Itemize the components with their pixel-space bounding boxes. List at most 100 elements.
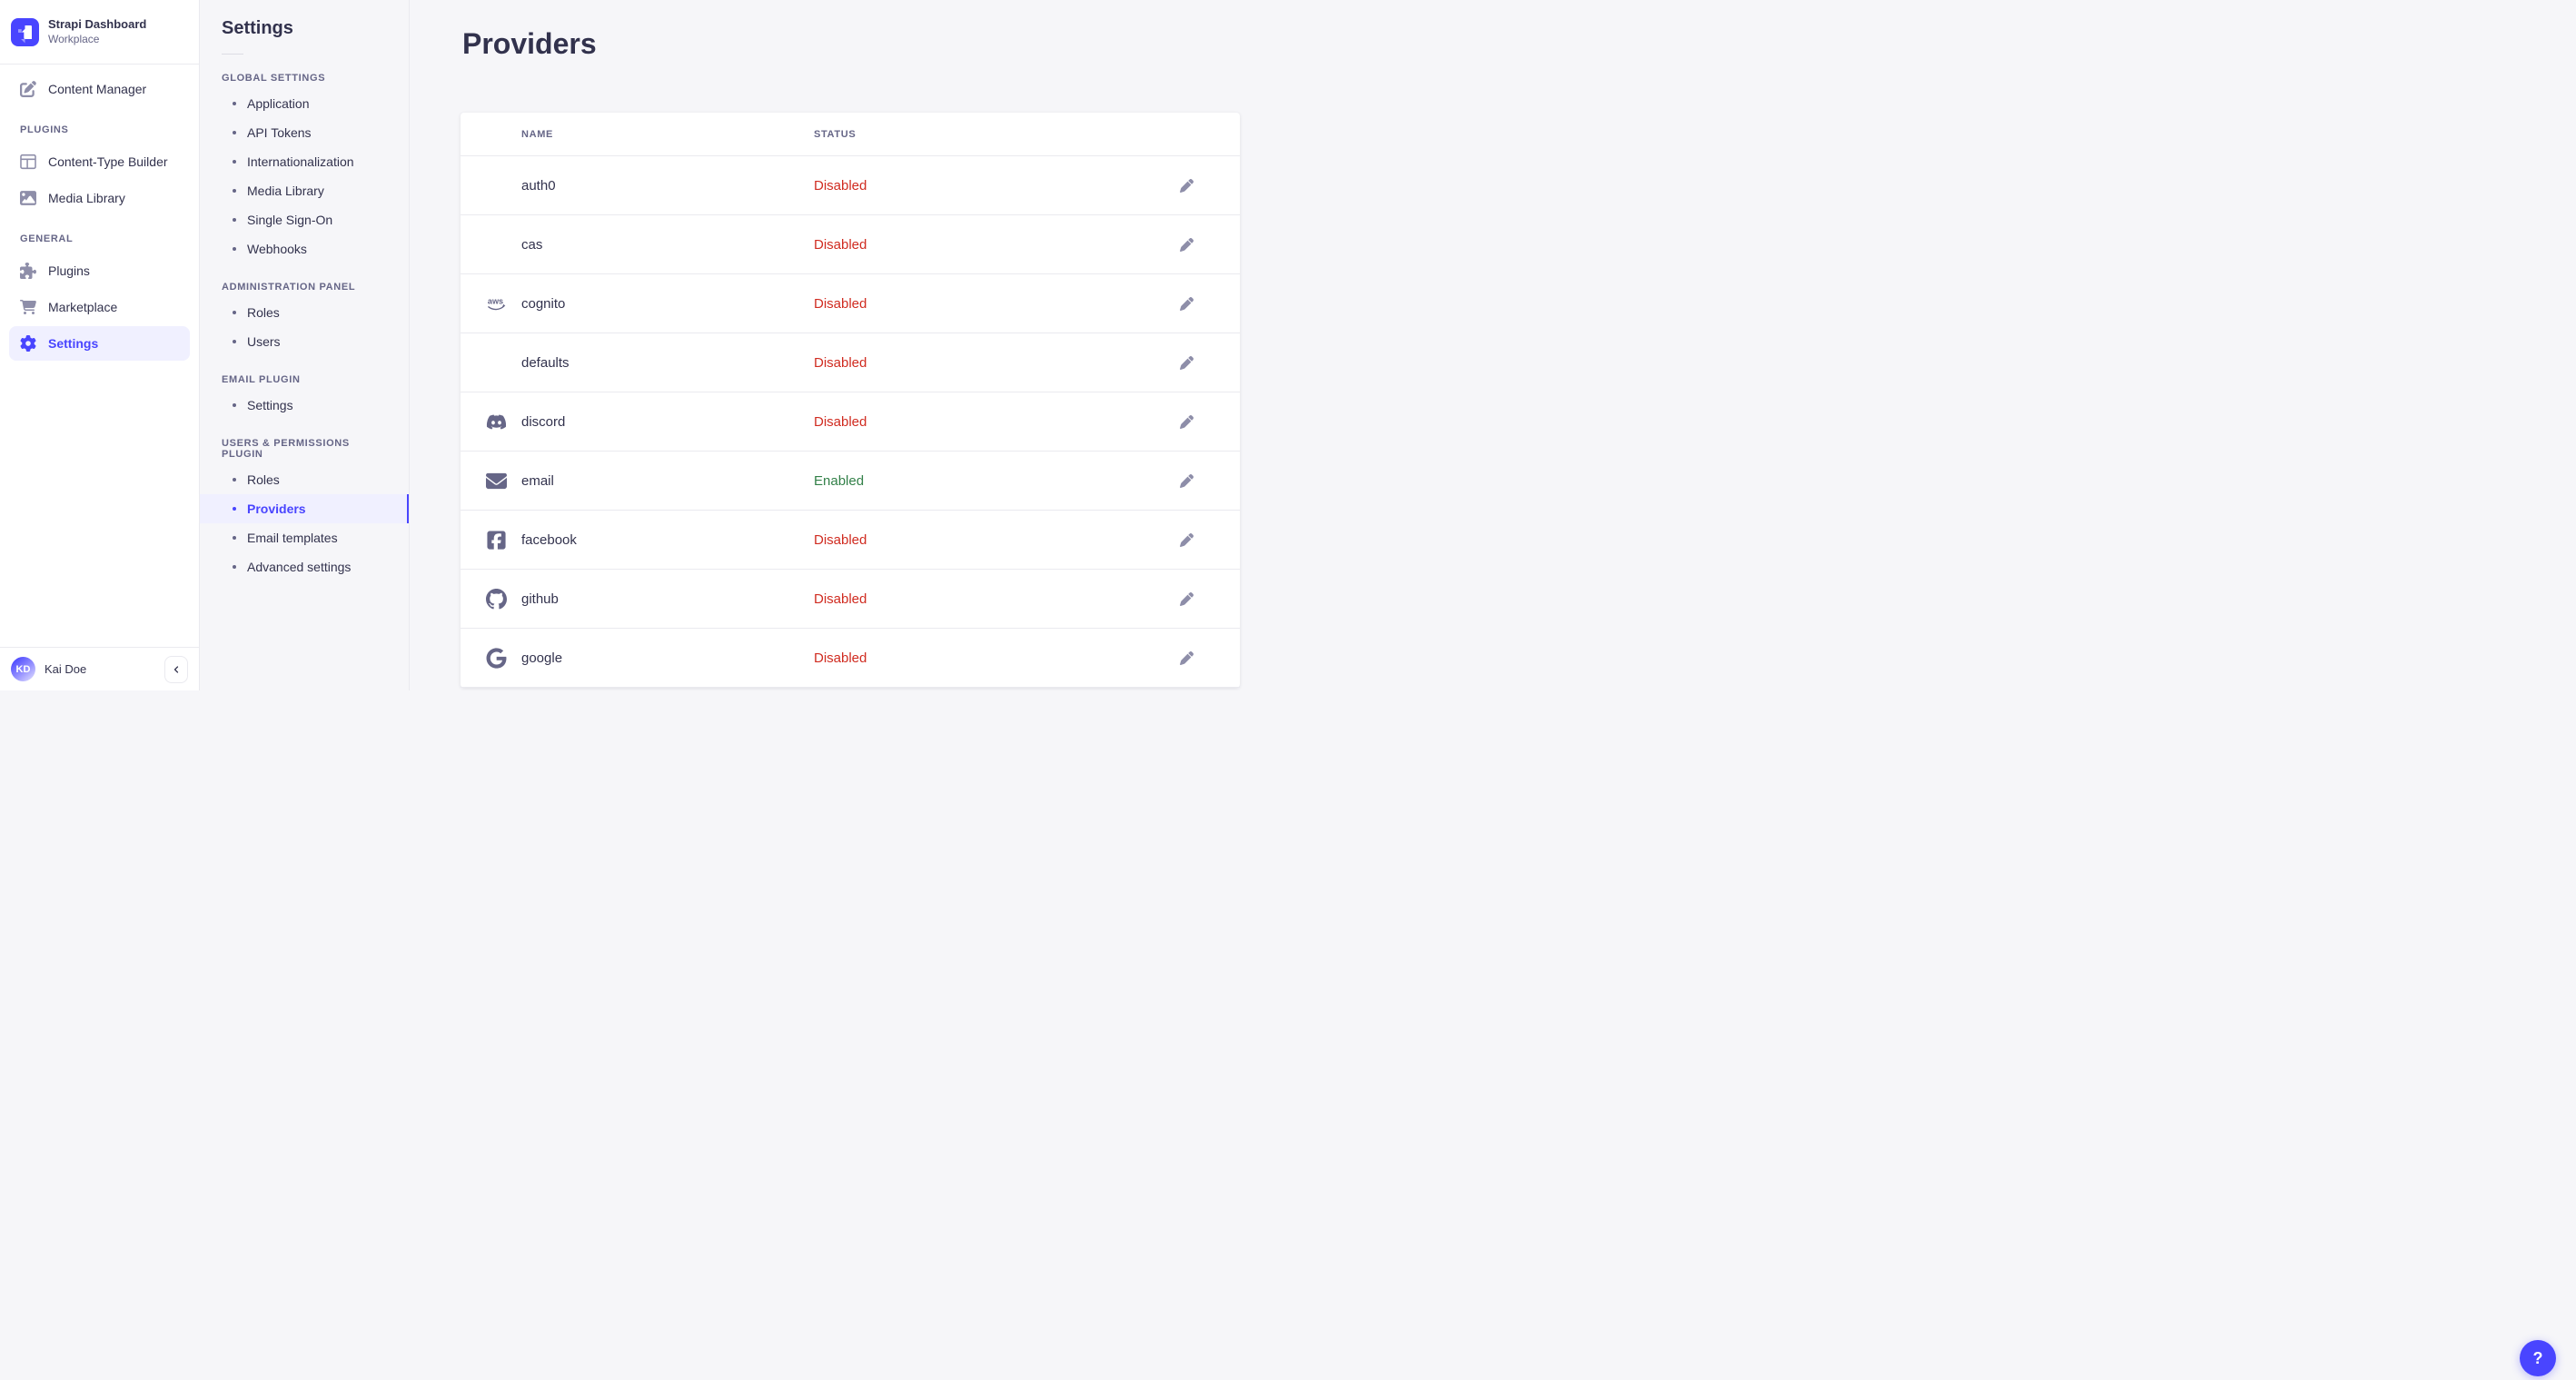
pencil-icon (1180, 415, 1194, 429)
bullet-icon (233, 218, 236, 222)
table-row[interactable]: email Enabled (461, 452, 1240, 511)
provider-name: cognito (521, 295, 566, 312)
subnav-section-email-plugin: EMAIL PLUGIN Settings (200, 363, 409, 420)
subnav-item-webhooks[interactable]: Webhooks (200, 234, 409, 263)
edit-provider-button[interactable] (1180, 297, 1194, 311)
help-button[interactable]: ? (2520, 1340, 2556, 1376)
subnav-section-administration-panel: ADMINISTRATION PANEL Roles Users (200, 271, 409, 356)
pencil-icon (1180, 297, 1194, 311)
sidebar-nav: Content Manager PLUGINS Content-Type Bui… (0, 65, 199, 647)
provider-status: Disabled (814, 295, 867, 312)
user-name[interactable]: Kai Doe (45, 662, 87, 676)
provider-icon-placeholder (486, 175, 507, 196)
cart-icon (20, 299, 36, 315)
provider-status: Disabled (814, 531, 867, 548)
sidebar-item-label: Plugins (48, 263, 90, 278)
sidebar-item-plugins[interactable]: Plugins (9, 253, 190, 288)
subnav-section-label: ADMINISTRATION PANEL (222, 282, 356, 293)
table-row[interactable]: google Disabled (461, 629, 1240, 688)
feather-pen-icon (20, 81, 36, 97)
image-icon (20, 190, 36, 206)
provider-status: Disabled (814, 354, 867, 371)
edit-provider-button[interactable] (1180, 415, 1194, 429)
github-icon (486, 589, 507, 610)
sidebar-item-marketplace[interactable]: Marketplace (9, 290, 190, 324)
provider-name: google (521, 650, 563, 666)
discord-icon (486, 412, 507, 432)
bullet-icon (233, 131, 236, 134)
subnav-item-label: Settings (247, 398, 293, 412)
column-header-status: STATUS (814, 128, 857, 140)
bullet-icon (233, 102, 236, 105)
sidebar-item-label: Content Manager (48, 82, 147, 96)
table-row[interactable]: cognito Disabled (461, 274, 1240, 333)
subnav-item-label: Providers (247, 501, 306, 516)
workspace-name: Workplace (48, 32, 100, 45)
subnav-item-up-roles[interactable]: Roles (200, 465, 409, 494)
subnav-item-label: Advanced settings (247, 560, 352, 574)
facebook-icon (486, 530, 507, 551)
collapse-sidebar-button[interactable] (164, 655, 188, 683)
pencil-icon (1180, 179, 1194, 193)
workspace-switcher[interactable]: Strapi Dashboard Workplace (0, 0, 199, 65)
subnav-item-label: Internationalization (247, 154, 354, 169)
table-row[interactable]: cas Disabled (461, 215, 1240, 274)
table-row[interactable]: auth0 Disabled (461, 156, 1240, 215)
sidebar-item-content-type-builder[interactable]: Content-Type Builder (9, 144, 190, 179)
provider-status: Disabled (814, 236, 867, 253)
subnav-item-media-library[interactable]: Media Library (200, 176, 409, 205)
bullet-icon (233, 507, 236, 511)
sidebar-item-media-library[interactable]: Media Library (9, 181, 190, 215)
subnav-item-api-tokens[interactable]: API Tokens (200, 118, 409, 147)
providers-table: NAME STATUS auth0 Disabled cas Disabled … (461, 113, 1240, 688)
bullet-icon (233, 247, 236, 251)
subnav-item-label: Roles (247, 305, 280, 320)
subnav-item-single-sign-on[interactable]: Single Sign-On (200, 205, 409, 234)
subnav-section-global-settings: GLOBAL SETTINGS Application API Tokens I… (200, 62, 409, 263)
subnav-item-label: Single Sign-On (247, 213, 333, 227)
pencil-icon (1180, 356, 1194, 370)
settings-subnav: Settings GLOBAL SETTINGS Application API… (200, 0, 410, 690)
subnav-section-label: EMAIL PLUGIN (222, 374, 301, 385)
subnav-item-providers[interactable]: Providers (200, 494, 409, 523)
table-row[interactable]: defaults Disabled (461, 333, 1240, 392)
edit-provider-button[interactable] (1180, 533, 1194, 547)
edit-provider-button[interactable] (1180, 651, 1194, 665)
edit-provider-button[interactable] (1180, 592, 1194, 606)
subnav-item-email-settings[interactable]: Settings (200, 391, 409, 420)
subnav-item-application[interactable]: Application (200, 89, 409, 118)
subnav-item-label: Webhooks (247, 242, 307, 256)
column-header-name: NAME (521, 128, 554, 140)
edit-provider-button[interactable] (1180, 238, 1194, 252)
subnav-item-admin-roles[interactable]: Roles (200, 298, 409, 327)
main-sidebar: Strapi Dashboard Workplace Content Manag… (0, 0, 200, 690)
subnav-item-label: Email templates (247, 531, 338, 545)
sidebar-item-content-manager[interactable]: Content Manager (9, 72, 190, 106)
sidebar-item-label: Settings (48, 336, 99, 351)
provider-name: email (521, 472, 554, 489)
table-header: NAME STATUS (461, 113, 1240, 156)
table-row[interactable]: github Disabled (461, 570, 1240, 629)
provider-name: defaults (521, 354, 570, 371)
subnav-item-admin-users[interactable]: Users (200, 327, 409, 356)
main-content: Providers NAME STATUS auth0 Disabled cas… (410, 0, 1288, 690)
divider (222, 54, 243, 55)
subnav-title: Settings (222, 18, 293, 38)
subnav-item-email-templates[interactable]: Email templates (200, 523, 409, 552)
aws-icon (486, 293, 507, 314)
sidebar-item-settings[interactable]: Settings (9, 326, 190, 361)
table-row[interactable]: facebook Disabled (461, 511, 1240, 570)
edit-provider-button[interactable] (1180, 356, 1194, 370)
envelope-icon (486, 471, 507, 491)
pencil-icon (1180, 651, 1194, 665)
sidebar-footer: KD Kai Doe (0, 647, 199, 690)
edit-provider-button[interactable] (1180, 474, 1194, 488)
pencil-icon (1180, 533, 1194, 547)
subnav-item-internationalization[interactable]: Internationalization (200, 147, 409, 176)
edit-provider-button[interactable] (1180, 179, 1194, 193)
subnav-item-label: Users (247, 334, 281, 349)
table-row[interactable]: discord Disabled (461, 392, 1240, 452)
pencil-icon (1180, 592, 1194, 606)
subnav-item-advanced-settings[interactable]: Advanced settings (200, 552, 409, 581)
avatar[interactable]: KD (11, 657, 35, 681)
